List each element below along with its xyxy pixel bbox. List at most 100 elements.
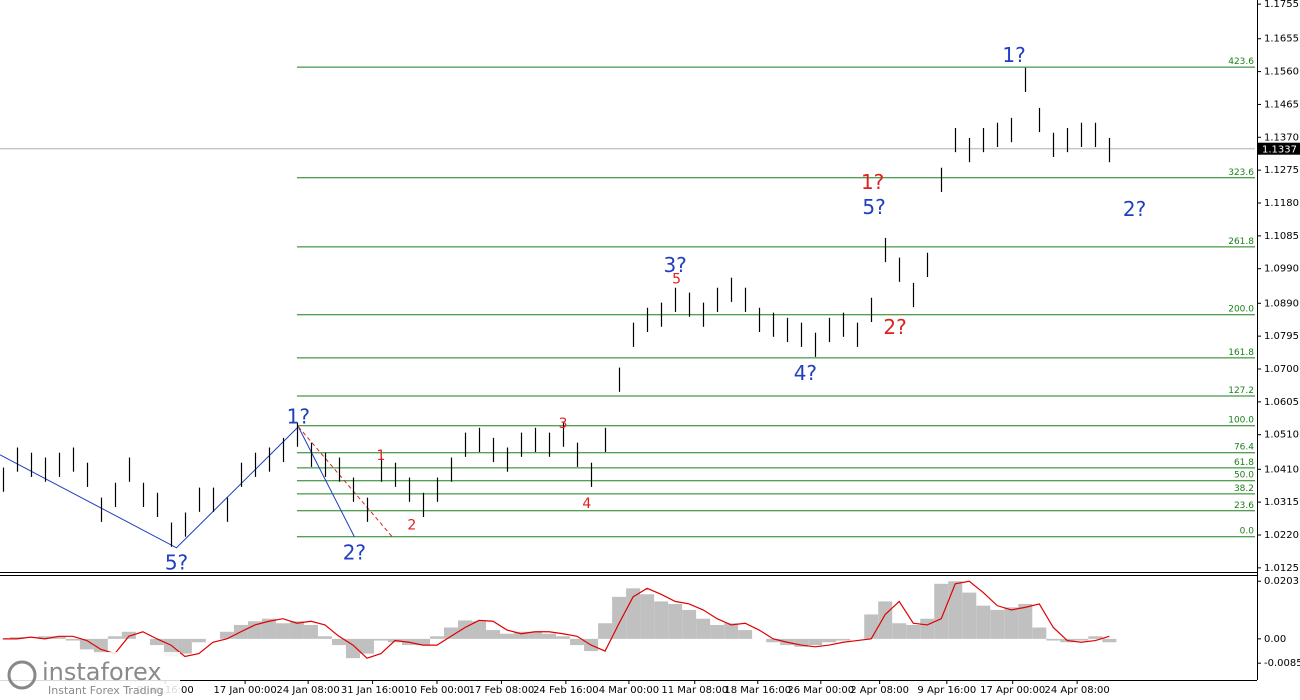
y-tick-label: 1.0510 — [1264, 430, 1299, 441]
fib-label: 61.8 — [1234, 458, 1254, 468]
wave-label: 5? — [862, 195, 885, 219]
osc-bar — [640, 594, 655, 639]
fib-label: 161.8 — [1228, 348, 1254, 358]
osc-bar — [556, 636, 571, 639]
osc-bar — [1074, 638, 1089, 641]
osc-bar — [1018, 603, 1033, 639]
osc-bar — [570, 638, 585, 646]
osc-bar — [121, 631, 136, 639]
osc-bar — [808, 638, 823, 646]
y-tick-label: 1.1560 — [1264, 67, 1299, 78]
logo-brand: instaforex — [42, 658, 162, 686]
osc-bar — [416, 638, 431, 646]
osc-bar — [1032, 627, 1047, 639]
wave-label: 3 — [559, 416, 568, 432]
osc-bar — [1102, 638, 1117, 643]
osc-bar — [317, 636, 332, 639]
osc-bar — [444, 627, 459, 639]
fib-label: 76.4 — [1234, 443, 1254, 453]
osc-bar — [542, 633, 557, 639]
osc-bar — [458, 620, 473, 639]
wave-label: 4? — [794, 361, 817, 385]
fib-label: 23.6 — [1234, 501, 1254, 511]
osc-bar — [528, 631, 543, 639]
current-price-tag — [1258, 142, 1300, 155]
osc-bar — [892, 623, 907, 639]
wave-label: 5? — [165, 551, 188, 575]
fib-label: 38.2 — [1234, 484, 1254, 494]
wave-label: 1 — [377, 448, 386, 464]
x-tick-label: 17 Feb 08:00 — [469, 685, 535, 696]
osc-bar — [878, 601, 893, 639]
x-tick-label: 18 Mar 16:00 — [724, 685, 791, 696]
osc-bar — [430, 636, 445, 639]
osc-bar — [514, 631, 529, 639]
osc-bar — [107, 636, 122, 639]
osc-bar — [668, 603, 683, 639]
osc-bar — [247, 621, 262, 639]
osc-bar — [1088, 636, 1103, 639]
osc-bar — [373, 638, 388, 641]
osc-bar — [37, 636, 52, 639]
x-tick-label: 4 Mar 00:00 — [599, 685, 659, 696]
osc-bar — [345, 638, 360, 659]
fib-label: 50.0 — [1234, 471, 1254, 481]
logo: instaforex Instant Forex Trading — [0, 652, 180, 698]
x-tick-label: 24 Jan 08:00 — [276, 685, 339, 696]
osc-y-tick-label: 0.00 — [1264, 634, 1286, 645]
wave-label: 1? — [1002, 43, 1025, 67]
y-tick-label: 1.0890 — [1264, 298, 1299, 309]
osc-bar — [822, 638, 837, 643]
osc-bar — [724, 623, 739, 639]
y-tick-label: 1.1180 — [1264, 198, 1299, 209]
y-tick-label: 1.1275 — [1264, 165, 1299, 176]
y-tick-label: 1.1370 — [1264, 132, 1299, 143]
y-tick-label: 1.0125 — [1264, 563, 1299, 574]
osc-bar — [51, 636, 66, 639]
y-tick-label: 1.1755 — [1264, 0, 1299, 10]
osc-bar — [864, 614, 879, 639]
x-tick-label: 10 Feb 00:00 — [404, 685, 470, 696]
wave-label: 4 — [582, 496, 591, 512]
fib-label: 100.0 — [1228, 416, 1254, 426]
logo-tagline: Instant Forex Trading — [48, 684, 164, 697]
osc-bar — [261, 618, 276, 639]
current-price-label: 1.1337 — [1262, 145, 1297, 156]
logo-icon — [7, 660, 37, 690]
x-tick-label: 11 Mar 08:00 — [661, 685, 728, 696]
osc-bar — [9, 637, 24, 639]
osc-bar — [612, 596, 627, 639]
osc-bar — [219, 631, 234, 639]
osc-bar — [275, 623, 290, 639]
logo-bg — [0, 652, 180, 698]
osc-bar — [682, 609, 697, 639]
y-tick-label: 1.0220 — [1264, 530, 1299, 541]
osc-y-tick-label: 0.0203 — [1264, 576, 1299, 587]
osc-bar — [486, 630, 501, 639]
osc-bar — [766, 638, 781, 643]
y-tick-label: 1.0605 — [1264, 397, 1299, 408]
x-tick-label: 17 Apr 00:00 — [980, 685, 1045, 696]
y-tick-label: 1.0410 — [1264, 464, 1299, 475]
wave-label: 5 — [672, 272, 681, 288]
osc-bar — [149, 638, 164, 646]
osc-bar — [934, 583, 949, 639]
osc-bar — [303, 624, 318, 639]
osc-bar — [626, 588, 641, 639]
osc-bar — [65, 638, 80, 641]
x-tick-label: 17 Jan 00:00 — [213, 685, 276, 696]
wave-line — [297, 426, 393, 538]
y-tick-label: 1.1085 — [1264, 231, 1299, 242]
y-tick-label: 1.0315 — [1264, 497, 1299, 508]
osc-bar — [738, 630, 753, 639]
y-tick-label: 1.0795 — [1264, 331, 1299, 342]
wave-label: 3? — [663, 253, 686, 277]
x-tick-label: 9 Apr 16:00 — [917, 685, 976, 696]
x-tick-label: 26 Mar 00:00 — [787, 685, 854, 696]
fib-label: 127.2 — [1228, 386, 1254, 396]
x-tick-label: 31 Jan 16:00 — [341, 685, 404, 696]
osc-bar — [177, 638, 192, 654]
osc-bar — [962, 592, 977, 639]
osc-bar — [906, 624, 921, 639]
